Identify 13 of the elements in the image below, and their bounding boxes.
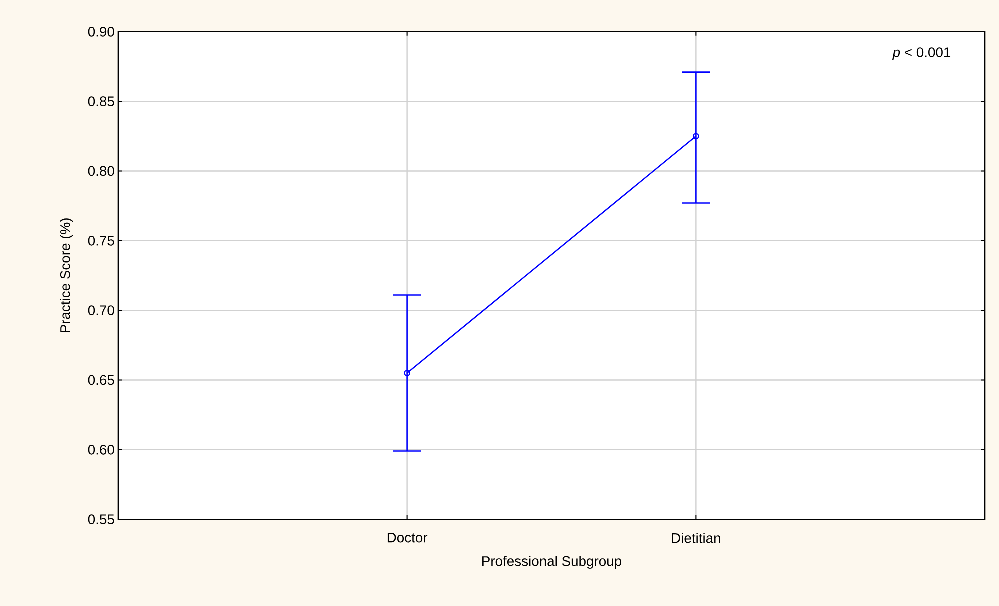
y-tick-label: 0.60 — [88, 444, 114, 455]
annotation: p < 0.001 — [892, 47, 951, 60]
y-tick-label: 0.70 — [88, 305, 114, 316]
y-tick-label: 0.90 — [88, 26, 114, 37]
y-tick-label: 0.75 — [88, 236, 114, 246]
x-tick-label: Doctor — [388, 532, 428, 543]
y-tick-label: 0.65 — [88, 375, 114, 385]
y-tick-label: 0.85 — [88, 96, 114, 106]
x-tick-label: Dietitian — [672, 532, 720, 544]
y-tick-label: 0.55 — [88, 514, 114, 524]
y-tick-label: 0.80 — [88, 166, 114, 176]
y-axis-title: Practice Score (%) — [60, 218, 74, 332]
x-axis-title: Professional Subgroup — [482, 556, 622, 569]
